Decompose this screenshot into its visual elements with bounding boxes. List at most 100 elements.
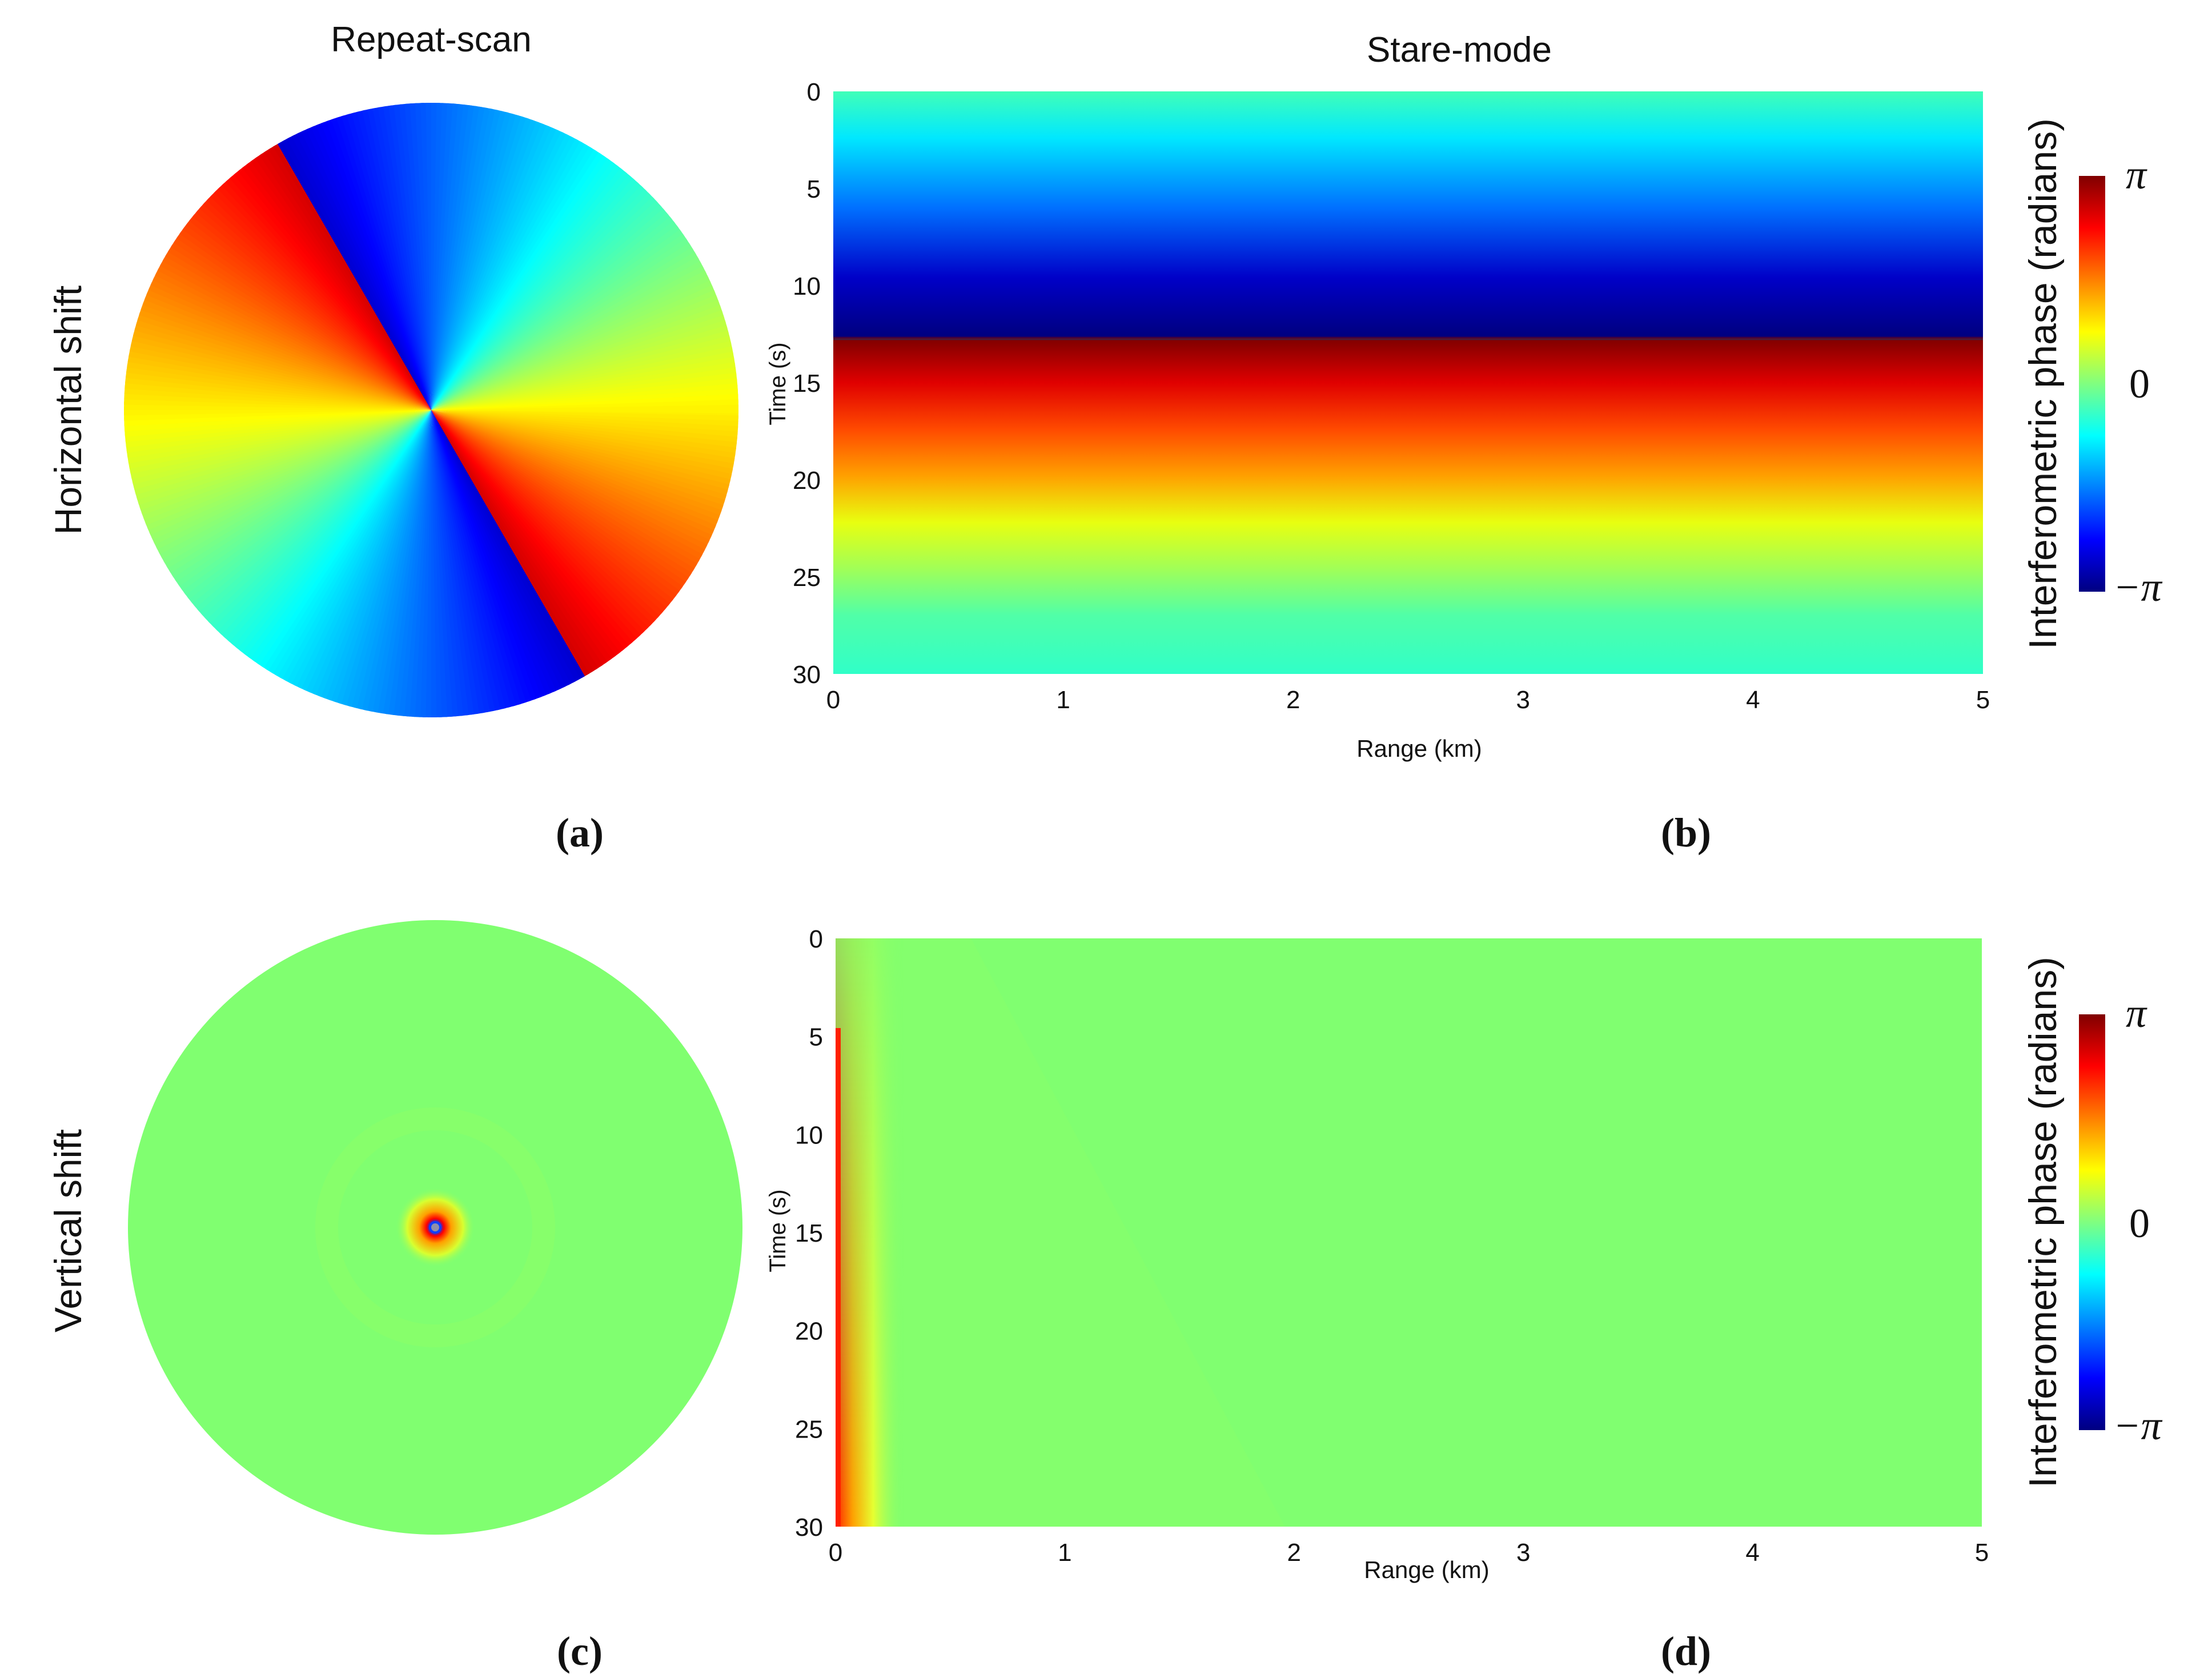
panel-a-sector: [431, 410, 605, 683]
panel-a-sector: [174, 410, 431, 607]
panel-a-sector: [431, 200, 679, 410]
panel-a-sector: [431, 410, 657, 643]
panel-a-sector: [144, 410, 431, 560]
colorbar-bottom: π 0 −π Interferometric phase (radians): [2021, 957, 2163, 1488]
panel-a-sector: [431, 410, 503, 717]
panel-a-sector: [431, 410, 615, 677]
panel-a-sector: [431, 410, 661, 639]
panel-b-x-tick-label: 0: [826, 686, 840, 714]
panel-a-sector: [124, 410, 431, 488]
panel-b-x-tick-label: 2: [1286, 686, 1300, 714]
panel-a-sector: [431, 410, 471, 717]
panel-a-sector: [431, 410, 587, 695]
panel-a-sector: [431, 410, 601, 687]
panel-a-sector: [210, 410, 431, 648]
panel-a-sector: [431, 410, 620, 675]
panel-a-sector: [431, 208, 685, 410]
panel-a-sector: [431, 410, 492, 717]
column-title-stare-mode: Stare-mode: [1367, 30, 1552, 70]
panel-a-sector: [343, 103, 431, 410]
panel-a-sector: [431, 180, 660, 410]
panel-a-sector: [124, 410, 431, 509]
panel-a-sector: [431, 332, 738, 410]
panel-a-sector: [238, 149, 431, 410]
panel-a-sector: [124, 410, 431, 504]
panel-a-sector: [431, 410, 572, 701]
panel-a-sector: [431, 222, 696, 410]
panel-a-sector: [202, 410, 431, 640]
panel-a-sector: [431, 316, 738, 410]
panel-a-sector: [219, 410, 431, 655]
panel-a-sector: [124, 410, 431, 444]
panel-a-sector: [124, 410, 431, 449]
panel-b-y-tick-label: 10: [793, 272, 821, 300]
panel-a-sector: [431, 196, 675, 410]
panel-a-sector: [124, 410, 431, 455]
panel-a-sector: [197, 185, 431, 410]
panel-a-sector: [403, 103, 431, 410]
panel-a-sector: [431, 187, 668, 410]
panel-a-sector: [431, 410, 676, 623]
panel-a-sector: [408, 103, 431, 410]
panel-a-sector: [431, 410, 687, 610]
panel-a-sector: [431, 410, 596, 689]
panel-a-sector: [431, 410, 536, 716]
colorbar-bottom-tick-zero: 0: [2129, 1201, 2150, 1246]
panel-d-heatmap: [836, 938, 1982, 1527]
panel-a-sector: [431, 410, 541, 714]
panel-label-a: (a): [556, 810, 604, 856]
panel-d-x-tick-label: 4: [1745, 1539, 1759, 1567]
panel-a-sector: [431, 410, 561, 706]
panel-a-sector: [230, 156, 431, 410]
panel-a-sector: [354, 103, 431, 410]
panel-a-sector: [431, 410, 680, 619]
panel-b-y-tick-label: 15: [793, 370, 821, 398]
colorbar-top-tick-zero: 0: [2129, 361, 2150, 407]
panel-a-sector: [175, 210, 431, 410]
panel-a-sector: [150, 410, 431, 570]
panel-a-sector: [142, 410, 431, 556]
panel-a-sector: [124, 410, 431, 493]
panel-a-sector: [140, 410, 431, 551]
panel-a-sector: [201, 181, 431, 410]
panel-a-sector: [271, 129, 431, 411]
panel-a-sector: [177, 410, 431, 612]
panel-a-sector: [193, 189, 431, 410]
panel-a-sector: [431, 410, 577, 699]
panel-a-sector: [431, 410, 514, 717]
panel-a-sector: [431, 410, 669, 631]
panel-a-sector: [431, 322, 738, 410]
panel-a-sector: [124, 410, 431, 499]
panel-a-sector: [431, 382, 738, 410]
panel-a-sector: [206, 410, 431, 644]
panel-a-sector: [124, 410, 431, 460]
colorbar-bottom-tick-pi: π: [2126, 990, 2147, 1036]
column-title-repeat-scan: Repeat-scan: [331, 20, 532, 59]
panel-a-sector: [431, 410, 520, 717]
panel-b-x-tick-label: 3: [1516, 686, 1530, 714]
panel-a-sector: [431, 290, 731, 410]
panel-a-sector: [431, 300, 735, 410]
panel-a-sector: [252, 140, 431, 410]
panel-a-sector: [147, 410, 431, 565]
panel-a-sector: [187, 410, 431, 624]
panel-a-sector: [322, 106, 431, 410]
panel-a-sector: [431, 306, 737, 410]
panel-a-sector: [431, 285, 729, 410]
panel-a-sector: [296, 117, 431, 411]
panel-a-sector: [431, 410, 637, 661]
panel-a-sector: [431, 184, 664, 410]
panel-a-sector: [431, 165, 644, 410]
panel-a-sector: [431, 410, 654, 647]
panel-a-sector: [431, 410, 498, 717]
panel-a-sector: [208, 174, 431, 410]
panel-d-x-tick-label: 1: [1058, 1539, 1071, 1567]
panel-b-axes: 0 1 2 3 4 5 0 5 10 15 20 25 30: [793, 78, 1990, 714]
panel-b-y-tick-label: 30: [793, 661, 821, 689]
panel-a-sector: [191, 410, 431, 628]
panel-a-sector: [164, 410, 431, 594]
panel-a-sector: [431, 387, 738, 410]
panel-d-edge-streak: [836, 1028, 841, 1527]
panel-a-sector: [414, 103, 431, 410]
panel-a-sector: [431, 158, 635, 410]
